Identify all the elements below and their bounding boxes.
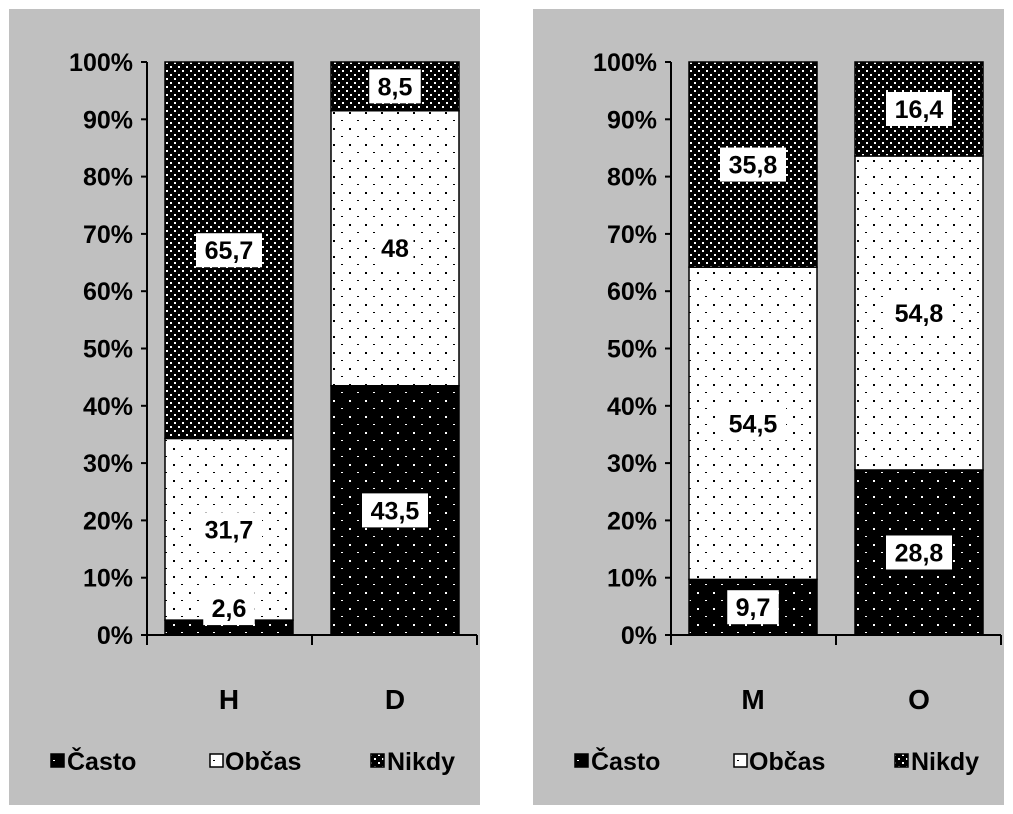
data-label-box	[196, 512, 262, 547]
data-label: 2,6	[212, 595, 247, 623]
data-label-box	[196, 233, 262, 268]
stacked-bar-chart-right: 0% 10% 20% 30% 40% 50% 60% 70% 80% 90% 100% 9,7 54,5…	[574, 49, 1002, 776]
y-tick-label: 20%	[83, 507, 133, 535]
stacked-bar-chart-left: 0% 10% 20% 30% 40% 50% 60% 70% 80% 90% 100% 2,6 31,7…	[50, 49, 478, 776]
legend-swatch	[50, 753, 65, 768]
data-label: 54,5	[729, 410, 778, 438]
y-tick-label: 80%	[83, 164, 133, 192]
y-tick-label: 0%	[621, 622, 657, 650]
category-label: M	[741, 684, 764, 715]
data-label-box	[886, 535, 952, 570]
data-label: 35,8	[729, 152, 778, 180]
y-tick-label: 100%	[593, 49, 657, 77]
legend-label: Občas	[225, 748, 301, 776]
y-tick-label: 100%	[69, 49, 133, 77]
legend-swatch	[370, 753, 385, 768]
data-label-box	[886, 295, 952, 330]
y-tick-label: 30%	[83, 450, 133, 478]
y-tick-label: 90%	[607, 106, 657, 134]
data-label-box	[369, 69, 421, 104]
legend-swatch	[894, 753, 909, 768]
y-tick-label: 0%	[97, 622, 133, 650]
y-tick-label: 40%	[83, 393, 133, 421]
y-tick-label: 50%	[607, 336, 657, 364]
data-label-box	[203, 591, 255, 626]
y-tick-label: 10%	[607, 565, 657, 593]
data-label: 65,7	[205, 237, 254, 265]
y-tick-label: 60%	[83, 278, 133, 306]
data-label-box	[720, 147, 786, 182]
data-label-box	[376, 231, 414, 266]
y-tick-label: 60%	[607, 278, 657, 306]
legend-swatch	[733, 753, 748, 768]
y-tick-label: 70%	[607, 221, 657, 249]
category-label: O	[908, 684, 930, 715]
y-tick-label: 40%	[607, 393, 657, 421]
data-label-box	[720, 406, 786, 441]
data-label: 8,5	[378, 73, 413, 101]
y-tick-label: 50%	[83, 336, 133, 364]
legend-label: Občas	[749, 748, 825, 776]
category-label: H	[219, 684, 239, 715]
legend-label: Nikdy	[911, 748, 979, 776]
data-label-box	[886, 91, 952, 126]
legend-label: Nikdy	[387, 748, 455, 776]
chart-panel-right: 0% 10% 20% 30% 40% 50% 60% 70% 80% 90% 100% 9,7 54,5…	[533, 9, 1004, 805]
category-label: D	[385, 684, 405, 715]
y-tick-label: 10%	[83, 565, 133, 593]
y-tick-label: 80%	[607, 164, 657, 192]
data-label: 54,8	[895, 300, 944, 328]
y-tick-label: 20%	[607, 507, 657, 535]
legend-label: Často	[591, 746, 660, 776]
y-tick-label: 30%	[607, 450, 657, 478]
legend-swatch	[574, 753, 589, 768]
data-label: 48	[381, 235, 409, 263]
data-label: 31,7	[205, 516, 254, 544]
legend-swatch	[209, 753, 224, 768]
chart-panel-left: 0% 10% 20% 30% 40% 50% 60% 70% 80% 90% 100% 2,6 31,7…	[9, 9, 480, 805]
legend-label: Často	[67, 746, 136, 776]
data-label-box	[727, 590, 779, 625]
data-label: 28,8	[895, 539, 944, 567]
data-label-box	[362, 493, 428, 528]
y-tick-label: 70%	[83, 221, 133, 249]
data-label: 16,4	[895, 96, 944, 124]
y-tick-label: 90%	[83, 106, 133, 134]
data-label: 43,5	[371, 497, 420, 525]
data-label: 9,7	[736, 594, 771, 622]
